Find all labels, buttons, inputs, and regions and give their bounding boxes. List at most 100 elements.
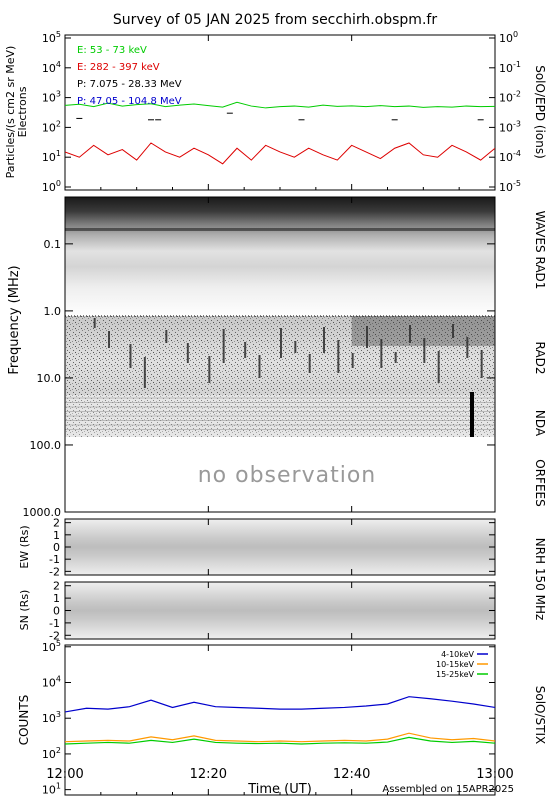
x-axis-label: Time (UT) (247, 782, 312, 797)
rad2-burst (480, 350, 483, 378)
nrh-ew-label: EW (Rs) (18, 525, 31, 568)
rad2-burst (165, 330, 168, 343)
epd-legend-entry: E: 53 - 73 keV (77, 45, 147, 56)
rad2-dark-region (351, 316, 495, 346)
stix-tick-label: 101 (42, 782, 61, 797)
rad2-burst (409, 325, 411, 343)
rad1-spectrogram (65, 197, 495, 317)
epd-left-tick-label: 104 (42, 60, 61, 75)
rad2-burst (466, 337, 469, 358)
nrh-right-label: NRH 150 MHz (533, 538, 547, 621)
nrh-sn-label: SN (Rs) (18, 590, 31, 631)
rad2-burst (108, 331, 110, 348)
rad2-burst (423, 338, 426, 363)
stix-tick-label: 103 (42, 710, 61, 725)
waves-tick-label: 1.0 (44, 305, 62, 318)
nrh-sn-tick-label: 0 (53, 605, 60, 618)
rad2-burst (244, 342, 247, 358)
epd-ylabel-2: Electrons (16, 86, 29, 137)
epd-left-tick-label: 101 (42, 149, 61, 164)
rad2-burst (143, 357, 146, 388)
epd-right-tick-label: 10-4 (499, 149, 521, 164)
stix-series-line (65, 732, 495, 743)
nrh-ew-tick-label: 0 (53, 541, 60, 554)
epd-left-tick-label: 102 (42, 119, 61, 134)
rad2-burst (452, 324, 454, 338)
stix-legend-entry: 4-10keV (441, 650, 474, 659)
waves-frame (64, 196, 496, 513)
stix-right-label: SolO/STIX (533, 686, 547, 745)
epd-legend-entry: E: 282 - 397 keV (77, 62, 160, 73)
rad2-burst (222, 329, 225, 363)
epd-series-line (65, 101, 495, 109)
epd-right-tick-label: 100 (499, 30, 518, 45)
nrh-ew-image (64, 518, 496, 576)
epd-panel: 100 10-5 101 10-4 102 10-3 103 10-2 104 10-1 105 10… (4, 30, 547, 194)
nrh-sn-tick-label: -1 (49, 617, 60, 630)
rad2-burst (186, 343, 189, 363)
epd-frame (64, 34, 496, 191)
assembled-footer: Assembled on 15APR2025 (382, 784, 514, 795)
stix-tick-label: 104 (42, 675, 61, 690)
x-tick-label: 12:20 (190, 767, 227, 782)
nda-lines (65, 397, 495, 430)
rad2-burst (394, 352, 397, 363)
rad2-burst (337, 340, 340, 373)
nrh-sn-tick-label: 1 (53, 592, 60, 605)
figure-title: Survey of 05 JAN 2025 from secchirh.obsp… (113, 12, 437, 28)
nrh-ew-tick-label: -1 (49, 553, 60, 566)
rad2-burst (280, 328, 282, 358)
epd-left-tick-label: 100 (42, 179, 61, 194)
rad1-label: WAVES RAD1 (533, 211, 547, 290)
x-tick-label: 12:40 (333, 767, 370, 782)
epd-legend-entry: P: 7.075 - 28.33 MeV (77, 79, 182, 90)
waves-panel: 0.1 1.0 10.0 100.0 1000.0 no observation Fre… (7, 196, 547, 519)
epd-ylabel-1: Particles/(s cm2 sr MeV) (4, 46, 17, 179)
epd-right-tick-label: 10-5 (499, 179, 521, 194)
nda-label: NDA (533, 410, 547, 437)
epd-right-label: SolO/EPD (ions) (533, 65, 547, 159)
nrh-ew-tick-label: 1 (53, 529, 60, 542)
epd-legend-entry: P: 47.05 - 104.8 MeV (77, 96, 182, 107)
waves-ylabel: Frequency (MHz) (7, 265, 22, 374)
epd-left-tick-label: 105 (42, 30, 61, 45)
waves-tick-label: 0.1 (44, 238, 62, 251)
stix-series-line (65, 696, 495, 713)
nrh-sn-tick-label: -2 (49, 629, 60, 642)
nrh-sn-tick-label: 2 (53, 580, 60, 593)
stix-series-line (65, 736, 495, 745)
stix-ylabel: COUNTS (17, 695, 31, 746)
rad2-burst (437, 351, 440, 383)
epd-series-line (65, 142, 495, 165)
waves-tick-label: 10.0 (37, 372, 62, 385)
nda-burst (470, 392, 474, 437)
rad2-burst (294, 341, 297, 353)
nrh-ew-tick-label: -2 (49, 565, 60, 578)
rad2-burst (351, 353, 354, 368)
rad1-band (65, 228, 495, 231)
epd-right-tick-label: 10-2 (499, 90, 521, 105)
rad2-burst (380, 339, 383, 368)
rad2-burst (323, 327, 325, 353)
stix-tick-label: 102 (42, 746, 61, 761)
orfees-label: ORFEES (533, 459, 547, 506)
nrh-ew-tick-label: 2 (53, 517, 60, 530)
rad2-burst (258, 355, 261, 378)
epd-left-tick-label: 103 (42, 90, 61, 105)
stix-frame (64, 644, 496, 796)
stix-legend-entry: 10-15keV (436, 660, 475, 669)
rad2-burst (93, 318, 96, 328)
rad2-burst (208, 356, 211, 383)
epd-right-tick-label: 10-1 (499, 60, 521, 75)
no-observation-label: no observation (198, 463, 377, 488)
stix-tick-label: 105 (42, 639, 61, 654)
waves-tick-label: 100.0 (30, 439, 62, 452)
rad2-burst (129, 344, 132, 368)
x-tick-label: 12:00 (46, 767, 83, 782)
stix-legend-entry: 15-25keV (436, 670, 475, 679)
x-tick-label: 13:00 (476, 767, 513, 782)
